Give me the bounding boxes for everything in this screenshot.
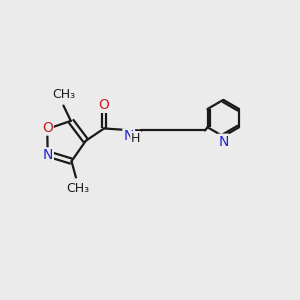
Text: O: O [42,121,53,134]
Text: CH₃: CH₃ [66,182,89,195]
Text: N: N [124,129,134,143]
Text: N: N [43,148,53,162]
Text: H: H [131,132,140,145]
Text: CH₃: CH₃ [52,88,75,100]
Text: N: N [218,135,229,149]
Text: N: N [124,129,134,143]
Text: O: O [99,98,110,112]
